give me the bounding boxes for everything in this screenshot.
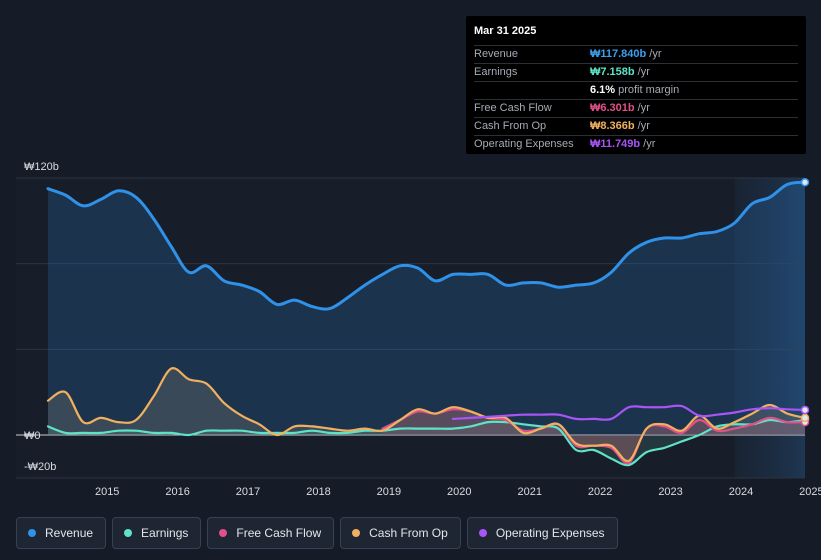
- legend-item-revenue[interactable]: Revenue: [16, 517, 107, 549]
- earnings-line: [46, 418, 807, 467]
- tooltip-row-label: Operating Expenses: [474, 138, 574, 150]
- tooltip-row-value: ₩6.301b: [590, 102, 635, 114]
- tooltip-row-unit: /yr: [637, 102, 650, 114]
- tooltip-row-label: Free Cash Flow: [474, 102, 552, 114]
- x-tick-label: 2023: [658, 486, 682, 498]
- tooltip-row-unit: /yr: [637, 66, 650, 78]
- tooltip-row-value: ₩11.749b: [590, 138, 641, 150]
- cash-from-op-line: [46, 367, 807, 463]
- y-axis-ticks: ₩120b ₩0 -₩20b: [24, 161, 59, 473]
- tooltip-row-value: ₩117.840b: [590, 48, 647, 60]
- legend-item-cash-from-op[interactable]: Cash From Op: [340, 517, 461, 549]
- tooltip-row: Operating Expenses ₩11.749b/yr: [474, 135, 798, 153]
- y-tick-label: ₩0: [24, 430, 41, 442]
- tooltip-row: 6.1% profit margin: [474, 81, 798, 99]
- revenue-endpoint: [800, 178, 810, 187]
- legend-dot-icon: [28, 529, 36, 537]
- y-tick-label: ₩120b: [24, 161, 59, 173]
- tooltip-date: Mar 31 2025: [474, 25, 537, 37]
- tooltip-panel: Mar 31 2025 Revenue ₩117.840b/yr Earnings ₩…: [466, 16, 806, 154]
- tooltip-row-unit: profit margin: [618, 84, 680, 96]
- revenue-line: [46, 180, 807, 311]
- series-endpoints: [800, 178, 810, 427]
- x-tick-label: 2015: [95, 486, 119, 498]
- gridlines: [16, 177, 805, 479]
- y-tick-label: -₩20b: [24, 461, 56, 473]
- x-tick-label: 2018: [306, 486, 330, 498]
- legend-dot-icon: [219, 529, 228, 537]
- x-tick-label: 2021: [517, 486, 541, 498]
- legend-label: Free Cash Flow: [236, 526, 322, 540]
- legend-item-operating-expenses[interactable]: Operating Expenses: [466, 517, 618, 549]
- tooltip-row-unit: /yr: [649, 48, 662, 60]
- legend-dot-icon: [478, 529, 487, 537]
- x-tick-label: 2024: [729, 486, 753, 498]
- legend-item-earnings[interactable]: Earnings: [112, 517, 202, 549]
- x-axis-ticks: 2015 2016 2017 2018 2019 2020 2021 2022 2023 2024…: [95, 486, 821, 498]
- tooltip-row-unit: /yr: [643, 138, 656, 150]
- tooltip-row-value: ₩7.158b: [590, 66, 635, 78]
- tooltip-row-value: ₩8.366b: [590, 120, 635, 132]
- series-lines: [46, 180, 807, 467]
- legend-label: Revenue: [45, 526, 94, 540]
- x-tick-label: 2017: [236, 486, 260, 498]
- cash-from-op-endpoint: [800, 413, 810, 423]
- legend-item-free-cash-flow[interactable]: Free Cash Flow: [207, 517, 335, 549]
- x-tick-label: 2019: [377, 486, 401, 498]
- legend-dot-icon: [352, 529, 361, 537]
- legend-dot-icon: [124, 529, 133, 537]
- x-tick-label: 2020: [447, 486, 471, 498]
- tooltip-row-unit: /yr: [637, 120, 650, 132]
- forecast-region: [734, 178, 805, 478]
- x-tick-label: 2016: [165, 486, 189, 498]
- legend-label: Cash From Op: [369, 526, 448, 540]
- legend-label: Earnings: [141, 526, 189, 540]
- tooltip-row: Cash From Op ₩8.366b/yr: [474, 117, 798, 135]
- cash-from-op-area: [48, 368, 805, 462]
- tooltip-row-label: Revenue: [474, 48, 519, 60]
- tooltip-row: Earnings ₩7.158b/yr: [474, 63, 798, 81]
- tooltip-row-value: 6.1%: [590, 84, 616, 96]
- tooltip-row-label: Cash From Op: [474, 120, 547, 132]
- legend-label: Operating Expenses: [495, 526, 605, 540]
- chart-legend: Revenue Earnings Free Cash Flow Cash From O…: [16, 517, 618, 549]
- x-tick-label: 2025: [799, 486, 821, 498]
- revenue-area: [48, 182, 805, 435]
- operating-expenses-line: [451, 404, 807, 421]
- tooltip-row: Revenue ₩117.840b/yr: [474, 45, 798, 63]
- operating-expenses-endpoint: [800, 405, 810, 415]
- tooltip-row-label: [474, 82, 590, 99]
- financial-history-chart: ₩120b ₩0 -₩20b 2015 2016 2017 2018 2019 2020 202…: [16, 161, 821, 498]
- x-tick-label: 2022: [588, 486, 612, 498]
- tooltip-row-label: Earnings: [474, 66, 518, 78]
- tooltip-row: Free Cash Flow ₩6.301b/yr: [474, 99, 798, 117]
